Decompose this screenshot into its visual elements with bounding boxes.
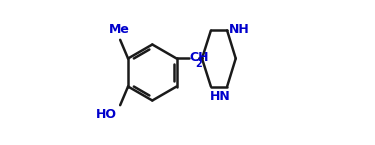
Text: CH: CH [189, 51, 209, 64]
Text: HO: HO [96, 108, 117, 121]
Text: 2: 2 [195, 59, 202, 69]
Text: NH: NH [229, 23, 250, 36]
Text: Me: Me [109, 22, 130, 36]
Text: HN: HN [210, 90, 231, 103]
